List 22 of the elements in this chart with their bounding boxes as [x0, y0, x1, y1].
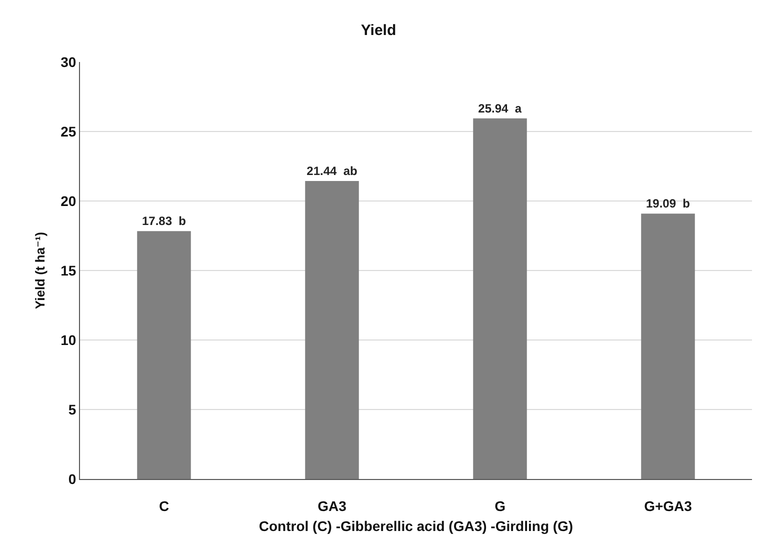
data-label: 25.94 a	[478, 101, 522, 116]
bar	[137, 231, 191, 479]
bar	[641, 214, 695, 479]
data-label: 19.09 b	[646, 196, 690, 211]
x-tick-label: C	[158, 498, 170, 514]
bar	[473, 118, 527, 479]
x-tick-label: G	[494, 498, 506, 514]
data-label: 17.83 b	[142, 214, 186, 228]
bar	[305, 180, 359, 479]
chart-title: Yield	[360, 22, 396, 40]
data-label: 21.44 ab	[306, 164, 358, 178]
y-tick-label: 20	[60, 192, 76, 209]
y-tick-label: 10	[60, 332, 76, 348]
y-tick-label: 15	[60, 262, 76, 278]
y-tick-label: 0	[68, 470, 76, 487]
x-tick-label: GA3	[318, 498, 347, 514]
y-tick-label: 30	[60, 54, 76, 70]
x-tick-label: G+GA3	[644, 498, 692, 514]
y-axis-title: Yield (t ha⁻¹)	[32, 232, 48, 310]
y-tick-label: 5	[68, 401, 76, 418]
y-tick-label: 25	[60, 123, 76, 140]
x-axis-title: Control (C) -Gibberellic acid (GA3) -Girdling (G)	[258, 518, 574, 534]
